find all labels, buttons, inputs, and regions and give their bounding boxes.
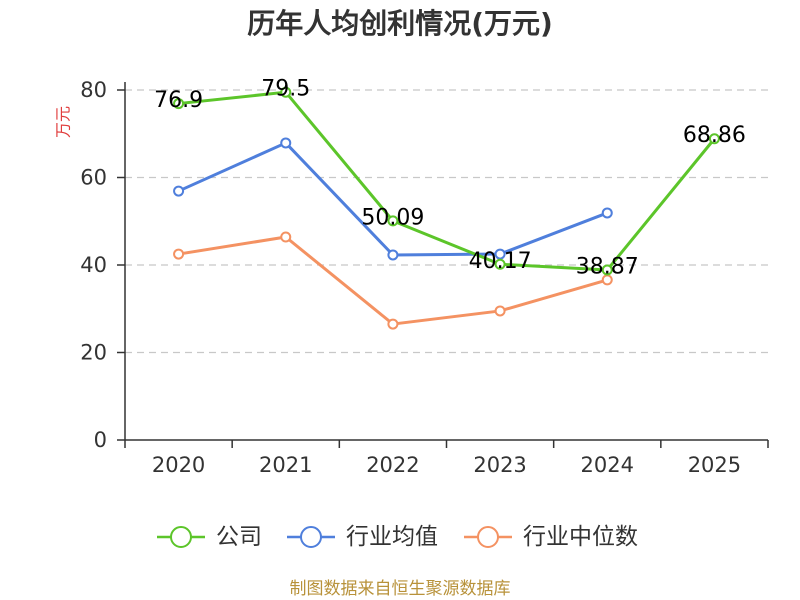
data-point[interactable] <box>280 137 292 149</box>
data-point[interactable] <box>280 86 292 98</box>
legend: 公司 行业均值 行业中位数 <box>157 524 638 550</box>
data-point[interactable] <box>601 264 613 276</box>
data-point[interactable] <box>494 258 506 270</box>
data-label: 38.87 <box>576 254 639 279</box>
source-footer: 制图数据来自恒生聚源数据库 <box>290 579 511 599</box>
legend-marker-icon <box>300 526 322 548</box>
data-point[interactable] <box>387 318 399 330</box>
data-point[interactable] <box>387 215 399 227</box>
y-axis-label: 万元 <box>54 106 73 138</box>
data-point[interactable] <box>387 249 399 261</box>
data-point[interactable] <box>494 305 506 317</box>
data-point[interactable] <box>173 248 185 260</box>
legend-marker-icon <box>477 526 499 548</box>
series-industry-median <box>173 231 613 330</box>
series-layer <box>173 86 720 330</box>
chart-title: 历年人均创利情况(万元) <box>247 7 553 40</box>
legend-label: 行业中位数 <box>523 524 638 550</box>
data-label: 40.17 <box>469 249 532 274</box>
data-point[interactable] <box>601 207 613 219</box>
data-label: 50.09 <box>361 205 424 230</box>
y-tick-label: 20 <box>80 341 107 365</box>
y-tick-label: 40 <box>80 253 107 277</box>
x-tick-label: 2020 <box>152 453 205 477</box>
series-line <box>178 90 716 272</box>
data-point[interactable] <box>173 185 185 197</box>
y-tick-label: 0 <box>94 428 107 452</box>
axes: 0 20 40 60 80 2020 2021 2022 2023 2024 2025 <box>80 78 769 477</box>
legend-label: 行业均值 <box>346 524 438 550</box>
legend-marker-icon <box>170 526 192 548</box>
series-line <box>177 141 608 257</box>
x-tick-label: 2022 <box>366 453 419 477</box>
data-label: 76.9 <box>154 88 203 113</box>
legend-item-industry-median[interactable]: 行业中位数 <box>464 524 638 550</box>
legend-item-company[interactable]: 公司 <box>157 524 262 550</box>
y-tick-label: 60 <box>80 166 107 190</box>
series-company <box>173 86 720 276</box>
data-point[interactable] <box>280 231 292 243</box>
data-point[interactable] <box>494 248 506 260</box>
x-tick-label: 2025 <box>688 453 741 477</box>
gridlines <box>125 89 768 354</box>
x-tick-label: 2024 <box>581 453 634 477</box>
series-industry-mean <box>173 137 613 261</box>
data-point[interactable] <box>708 133 720 145</box>
x-tick-label: 2023 <box>473 453 526 477</box>
data-label: 68.86 <box>683 123 746 148</box>
data-labels: 76.9 79.5 50.09 40.17 38.87 68.86 <box>154 77 746 280</box>
x-tick-label: 2021 <box>259 453 312 477</box>
data-point[interactable] <box>173 98 185 110</box>
data-label: 79.5 <box>261 77 310 102</box>
legend-label: 公司 <box>216 524 262 550</box>
y-tick-label: 80 <box>80 78 107 102</box>
legend-item-industry-mean[interactable]: 行业均值 <box>287 524 438 550</box>
